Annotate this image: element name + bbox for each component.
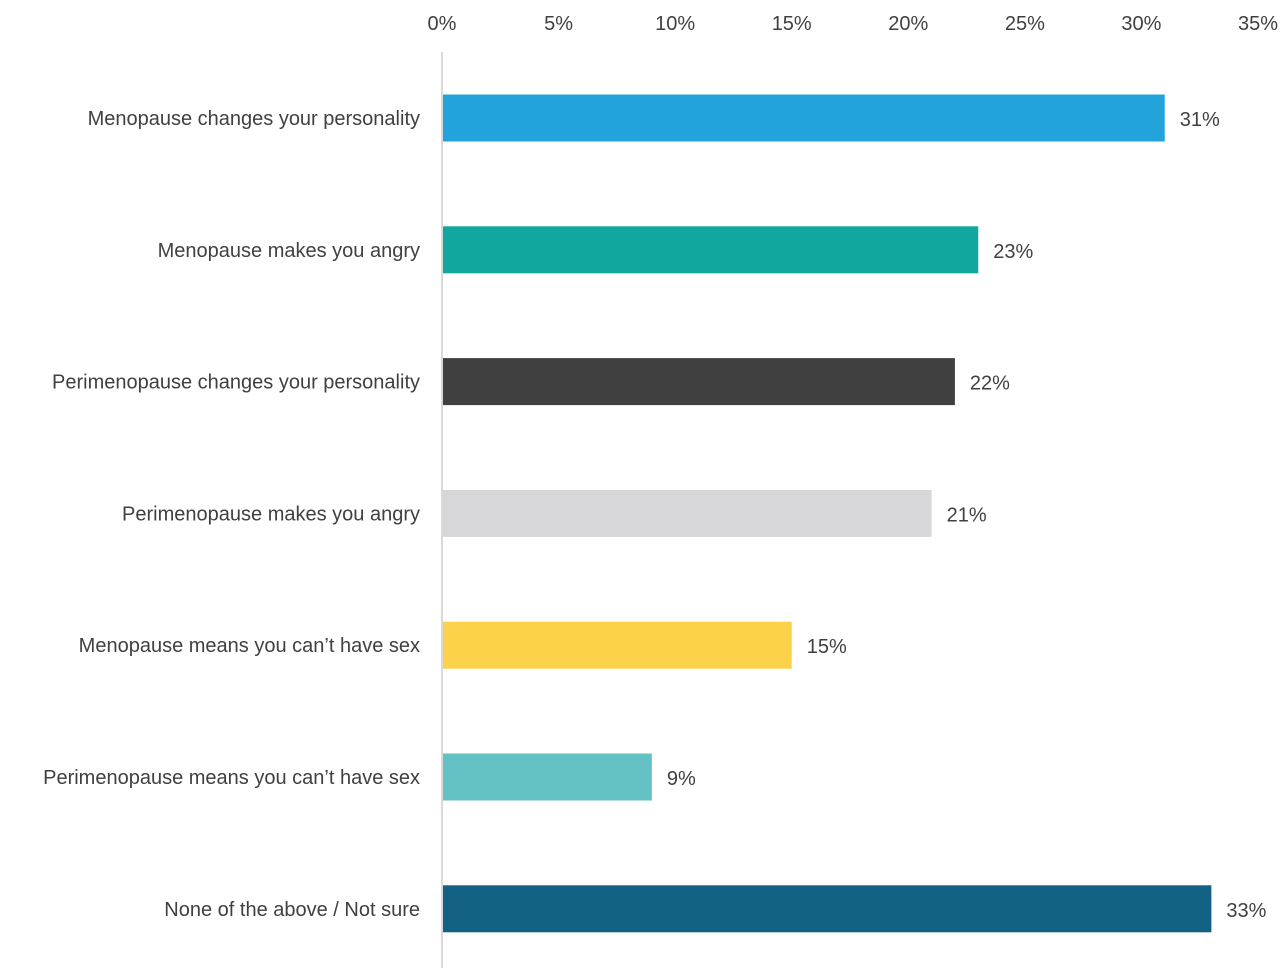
bar	[443, 226, 979, 274]
category-label: Perimenopause changes your personality	[52, 372, 420, 394]
x-axis-ticks: 0% 5% 10% 15% 20% 25% 30% 35%	[428, 13, 1279, 35]
data-label: 15%	[807, 636, 847, 658]
x-tick-label: 15%	[772, 13, 812, 35]
data-label: 31%	[1180, 109, 1220, 131]
bar	[443, 358, 955, 406]
bar	[443, 885, 1212, 933]
data-label: 33%	[1226, 900, 1266, 922]
category-label: None of the above / Not sure	[164, 899, 420, 921]
bars	[443, 94, 1212, 933]
category-label: Menopause makes you angry	[158, 240, 420, 262]
category-label: Menopause means you can’t have sex	[79, 635, 420, 657]
category-labels: Menopause changes your personality Menopa…	[43, 108, 420, 921]
x-tick-label: 10%	[655, 13, 695, 35]
x-tick-label: 25%	[1005, 13, 1045, 35]
category-label: Perimenopause means you can’t have sex	[43, 767, 420, 789]
bar	[443, 94, 1165, 142]
category-label: Menopause changes your personality	[88, 108, 420, 130]
category-label: Perimenopause makes you angry	[122, 503, 420, 525]
data-label: 21%	[947, 504, 987, 526]
x-tick-label: 35%	[1238, 13, 1278, 35]
x-tick-label: 0%	[428, 13, 457, 35]
x-tick-label: 30%	[1121, 13, 1161, 35]
bar	[443, 753, 652, 801]
bar	[443, 621, 792, 669]
bar	[443, 489, 932, 537]
data-label: 23%	[993, 241, 1033, 263]
x-tick-label: 20%	[888, 13, 928, 35]
x-tick-label: 5%	[544, 13, 573, 35]
value-labels: 31% 23% 22% 21% 15% 9% 33%	[667, 109, 1267, 922]
data-label: 9%	[667, 768, 696, 790]
data-label: 22%	[970, 373, 1010, 395]
